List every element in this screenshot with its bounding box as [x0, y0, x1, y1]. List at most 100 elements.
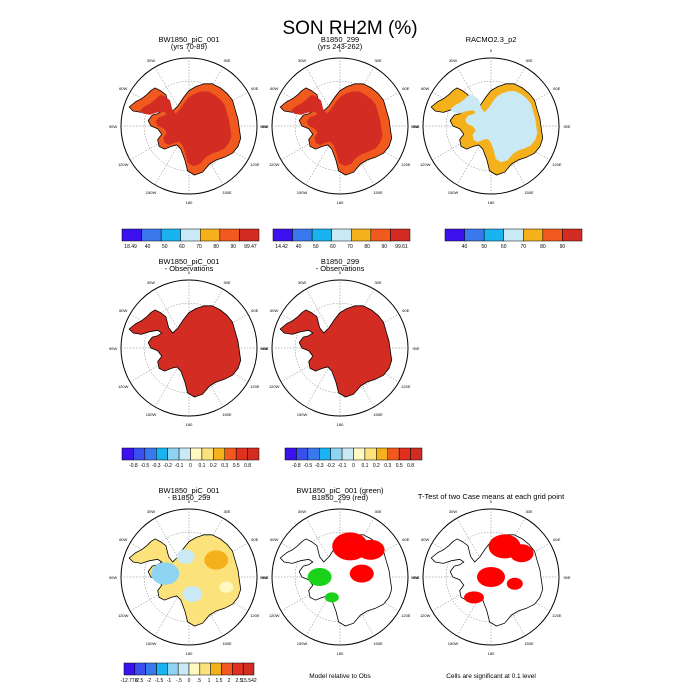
colorbar-tick-label: 0.2 [210, 463, 217, 469]
colorbar-tick-label: 50 [162, 244, 168, 250]
colorbar-tick-label: 99.47 [244, 244, 257, 250]
colorbar-tick-label: 0.1 [361, 463, 368, 469]
polar-label-150e: 150E [524, 641, 534, 646]
colorbar-swatch [341, 447, 354, 461]
colorbar-swatch [156, 662, 168, 676]
significance-cluster [356, 539, 385, 560]
polar-label-120e: 120E [250, 613, 260, 618]
map-panel-1: BW1850_piC_001(yrs 70-89)0 30E 60E 90E 120E 1… [109, 35, 269, 205]
colorbar-swatch [224, 447, 237, 461]
panel-subtitle: (yrs 70-89) [171, 42, 208, 51]
panels-layer: BW1850_piC_001 (yrs 70-89) 0 30E 60E 90E 120E 1… [109, 35, 571, 680]
colorbar-swatch [121, 447, 134, 461]
polar-label-150e: 150E [373, 190, 383, 195]
polar-label-60w: 60W [270, 308, 278, 313]
polar-label-180: 180 [337, 200, 344, 205]
colorbar-swatch [141, 228, 162, 242]
polar-label-150w: 150W [448, 190, 459, 195]
colorbar-swatch [121, 228, 142, 242]
continent-field [279, 83, 393, 176]
anomaly-patch [182, 586, 203, 602]
colorbar-tick-label: .5 [197, 678, 201, 684]
colorbar-swatch [331, 228, 352, 242]
polar-label-90e: 90E [563, 124, 570, 129]
colorbar-tick-label: 80 [213, 244, 219, 250]
colorbar-tick-label: -0.5 [141, 463, 150, 469]
polar-label-30w: 30W [298, 509, 306, 514]
colorbar-tick-label: 1 [208, 678, 211, 684]
colorbar-swatch [542, 228, 563, 242]
continent-field [430, 534, 544, 627]
colorbar-tick-label: -0.5 [304, 463, 313, 469]
polar-label-30e: 30E [525, 58, 532, 63]
colorbar-tick-label: 40 [296, 244, 302, 250]
colorbar-swatch [188, 662, 201, 676]
polar-label-150w: 150W [146, 190, 157, 195]
colorbar-tick-label: 0.1 [198, 463, 205, 469]
polar-label-60e: 60E [251, 537, 258, 542]
colorbar-tick-label: 0 [352, 463, 355, 469]
colorbar-tick-label: 60 [330, 244, 336, 250]
polar-label-180: 180 [337, 651, 344, 656]
polar-label-90e: 90E [261, 124, 268, 129]
continent-field [128, 534, 242, 627]
colorbar-tick-label: 0.3 [221, 463, 228, 469]
polar-label-150e: 150E [222, 412, 232, 417]
colorbar-swatch [201, 447, 214, 461]
polar-label-60e: 60E [402, 308, 409, 313]
polar-label-120e: 120E [250, 162, 260, 167]
polar-label-120e: 120E [250, 384, 260, 389]
polar-label-30e: 30E [374, 58, 381, 63]
colorbar-swatch [247, 447, 260, 461]
polar-label-120w: 120W [118, 162, 129, 167]
colorbar-swatch [160, 228, 181, 242]
polar-label-90w: 90W [260, 575, 268, 580]
colorbar-tick-label: 0.5 [233, 463, 240, 469]
colorbar-swatch [210, 662, 222, 676]
polar-label-90e: 90E [563, 575, 570, 580]
polar-label-30w: 30W [147, 280, 155, 285]
colorbar-swatch [123, 662, 136, 676]
colorbar-swatch [351, 228, 372, 242]
anomaly-patch [176, 549, 195, 564]
colorbar-swatch [311, 228, 332, 242]
panel-title: BW1850_piC_001 [159, 486, 220, 495]
anomaly-patch [219, 581, 234, 593]
colorbar-swatch [296, 447, 309, 461]
colorbar-tick-label: -0.2 [326, 463, 335, 469]
panel-title: RACMO2.3_p2 [466, 35, 517, 44]
polar-label-60e: 60E [402, 86, 409, 91]
polar-label-90e: 90E [412, 124, 419, 129]
colorbar-tick-label: 2 [228, 678, 231, 684]
polar-label-30e: 30E [223, 509, 230, 514]
colorbar-4: -0.8 -0.5 -0.3 -0.2 -0.1 0 0.1 0.2 0.3 0.5 0.8 [121, 447, 260, 469]
polar-label-90w: 90W [260, 346, 268, 351]
colorbar-tick-label: 60 [501, 244, 507, 250]
polar-label-150e: 150E [524, 190, 534, 195]
colorbar-tick-label: -0.3 [152, 463, 161, 469]
colorbar-swatch [284, 447, 297, 461]
colorbar-swatch [376, 447, 389, 461]
polar-label-120e: 120E [552, 613, 562, 618]
colorbar-swatch [235, 447, 248, 461]
colorbar-swatch [503, 228, 524, 242]
polar-label-60e: 60E [553, 86, 560, 91]
polar-label-120w: 120W [420, 162, 431, 167]
colorbar-swatch [134, 662, 146, 676]
polar-label-0: 0 [339, 48, 342, 53]
colorbar-2: 14.42 40 50 60 70 80 90 99.61 [272, 228, 411, 250]
polar-label-30e: 30E [374, 280, 381, 285]
colorbar-tick-label: -2 [147, 678, 152, 684]
colorbar-swatch [167, 662, 179, 676]
polar-label-60w: 60W [270, 537, 278, 542]
polar-label-180: 180 [186, 651, 193, 656]
colorbar-swatch [232, 662, 244, 676]
colorbar-swatch [370, 228, 391, 242]
polar-label-150w: 150W [297, 412, 308, 417]
colorbar-swatch [133, 447, 146, 461]
colorbar-tick-label: 70 [521, 244, 527, 250]
colorbar-swatch [178, 447, 191, 461]
colorbar-tick-label: -0.8 [292, 463, 301, 469]
polar-label-120w: 120W [269, 613, 280, 618]
